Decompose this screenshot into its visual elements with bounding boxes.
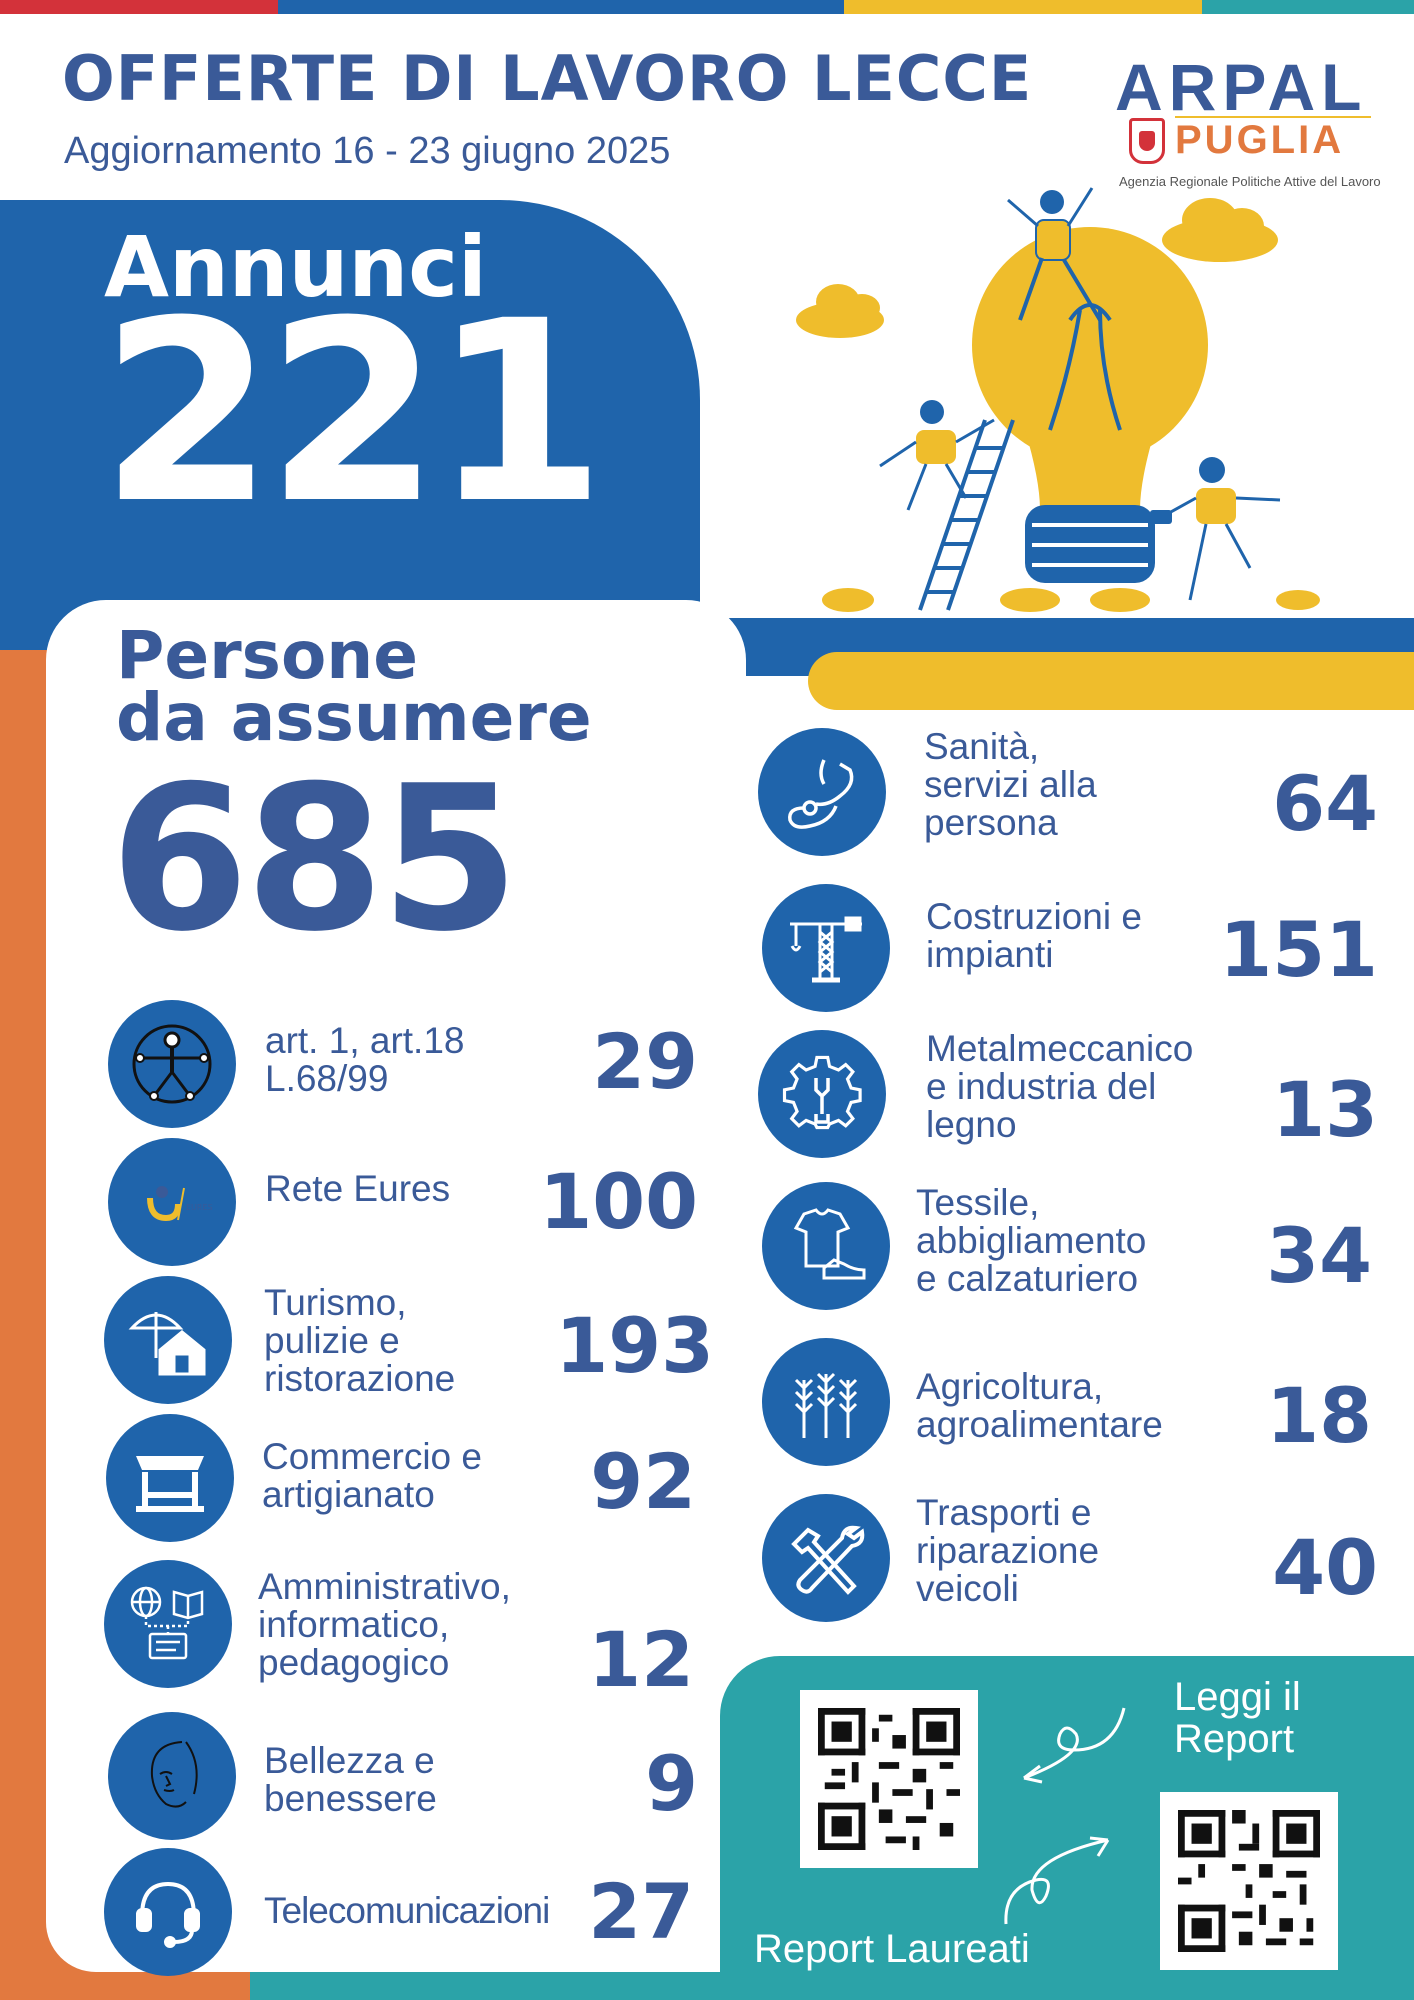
category-label: Telecomunicazioni xyxy=(264,1890,550,1931)
crane-icon xyxy=(762,884,890,1012)
category-label: Turismo, pulizie e ristorazione xyxy=(264,1282,456,1399)
category-value: 18 xyxy=(1266,1371,1372,1460)
annunci-value: 221 xyxy=(100,267,606,558)
puglia-seal-icon xyxy=(1129,118,1165,164)
category-value: 64 xyxy=(1272,759,1378,848)
category-value: 151 xyxy=(1219,905,1378,994)
page-subtitle: Aggiornamento 16 - 23 giugno 2025 xyxy=(64,130,671,172)
face-icon xyxy=(108,1712,236,1840)
category-value: 29 xyxy=(592,1017,698,1106)
cloud-icon xyxy=(1162,198,1278,262)
qr-code-icon xyxy=(1178,1810,1320,1952)
category-value: 193 xyxy=(555,1301,714,1390)
curly-arrow-icon xyxy=(1023,1707,1126,1784)
report-laureati-label[interactable]: Report Laureati xyxy=(754,1927,1030,1971)
category-label: Commercio e artigianato xyxy=(262,1436,482,1515)
qr-code-laureati[interactable] xyxy=(1160,1792,1338,1970)
decor-yellow-pill xyxy=(808,652,1414,710)
category-label: Trasporti e riparazione veicoli xyxy=(916,1492,1100,1609)
category-value: 34 xyxy=(1266,1211,1372,1300)
cloud-icon xyxy=(796,284,884,338)
person-right xyxy=(1150,457,1281,601)
lightbulb-illustration xyxy=(796,187,1320,612)
accessibility-icon xyxy=(108,1000,236,1128)
logo-arpal-text: ARPAL xyxy=(1115,50,1368,124)
category-label: Metalmeccanico e industria del legno xyxy=(926,1028,1194,1145)
tools-icon xyxy=(762,1494,890,1622)
persone-label-line1: Persone xyxy=(116,617,419,694)
category-value: 27 xyxy=(588,1867,694,1956)
category-label: art. 1, art.18 L.68/99 xyxy=(265,1020,465,1099)
curly-arrow-icon xyxy=(1004,1836,1110,1925)
logo-puglia-text: PUGLIA xyxy=(1175,118,1345,162)
persone-value: 685 xyxy=(110,743,519,976)
stethoscope-icon xyxy=(758,728,886,856)
wheat-icon xyxy=(762,1338,890,1466)
page-title: OFFERTE DI LAVORO LECCE xyxy=(62,42,1033,115)
persone-label: Persone da assumere xyxy=(116,617,592,756)
gear-wrench-icon xyxy=(758,1030,886,1158)
umbrella-house-icon xyxy=(104,1276,232,1404)
person-left xyxy=(879,400,995,511)
category-value: 40 xyxy=(1272,1523,1378,1612)
category-label: Rete Eures xyxy=(265,1168,451,1209)
logo-divider xyxy=(1175,116,1371,118)
category-label: Costruzioni e impianti xyxy=(926,896,1142,975)
category-value: 13 xyxy=(1272,1065,1378,1154)
category-label: Agricoltura, agroalimentare xyxy=(916,1366,1163,1445)
market-stall-icon xyxy=(106,1414,234,1542)
person-top xyxy=(1007,187,1102,322)
eures-logo-icon: EURES xyxy=(108,1138,236,1266)
category-value: 12 xyxy=(588,1615,694,1704)
shirt-shoe-icon xyxy=(762,1182,890,1310)
qr-code-report[interactable] xyxy=(800,1690,978,1868)
logo-agency-text: Agenzia Regionale Politiche Attive del L… xyxy=(1119,174,1381,189)
annunci-label: Annunci xyxy=(104,218,487,316)
category-value: 92 xyxy=(590,1437,696,1526)
top-stripe-yellow xyxy=(844,0,1202,14)
category-value: 9 xyxy=(645,1739,698,1828)
globe-book-icon xyxy=(104,1560,232,1688)
arpal-puglia-logo[interactable]: ARPAL PUGLIA Agenzia Regionale Politiche… xyxy=(1115,50,1381,194)
category-label: Bellezza e benessere xyxy=(264,1740,437,1819)
persone-label-line2: da assumere xyxy=(116,679,592,756)
svg-text:EURES: EURES xyxy=(186,1203,213,1212)
qr-code-icon xyxy=(818,1708,960,1850)
category-label: Amministrativo, informatico, pedagogico xyxy=(258,1566,511,1683)
read-report-label[interactable]: Leggi il Report xyxy=(1174,1675,1301,1761)
category-value: 100 xyxy=(539,1157,698,1246)
top-stripe-teal xyxy=(1202,0,1414,14)
category-label: Tessile, abbigliamento e calzaturiero xyxy=(916,1182,1147,1299)
headset-icon xyxy=(104,1848,232,1976)
top-stripe-blue xyxy=(278,0,844,14)
category-label: Sanità, servizi alla persona xyxy=(924,726,1097,843)
top-stripe-red xyxy=(0,0,278,14)
